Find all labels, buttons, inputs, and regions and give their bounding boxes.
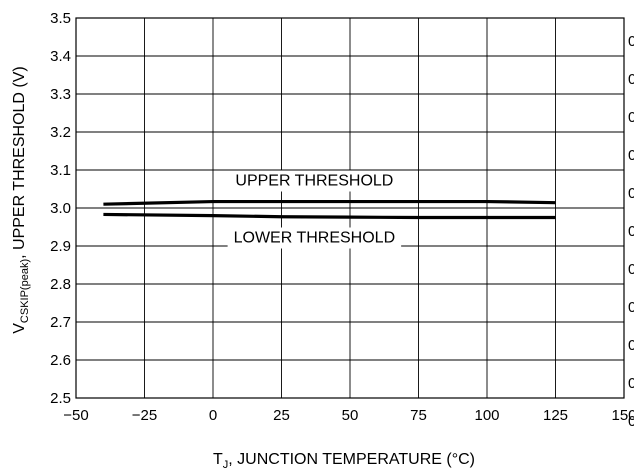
right-edge-mark: 0: [628, 223, 634, 240]
right-edge-mark: 0: [628, 71, 634, 88]
x-tick-label: −25: [132, 407, 157, 424]
right-edge-mark: 0: [628, 109, 634, 126]
x-tick-label: 75: [410, 407, 427, 424]
x-tick-label: 150: [611, 407, 634, 424]
right-edge-mark: 0: [628, 375, 634, 392]
y-tick-label: 3.5: [50, 10, 71, 27]
right-edge-mark: 0: [628, 33, 634, 50]
x-axis-title: TJ, JUNCTION TEMPERATURE (°C): [213, 451, 475, 471]
y-tick-label: 3.2: [50, 124, 71, 141]
y-tick-label: 2.9: [50, 238, 71, 255]
right-edge-marks: 0 0 0 0 0 0 0 0 0 0 0: [628, 33, 634, 430]
y-tick-label: 2.7: [50, 314, 71, 331]
y-tick-label: 2.6: [50, 352, 71, 369]
right-edge-mark: 0: [628, 261, 634, 278]
x-tick-label: 50: [342, 407, 359, 424]
right-edge-mark: 0: [628, 147, 634, 164]
y-tick-label: 3.3: [50, 86, 71, 103]
x-tick-label: 0: [209, 407, 217, 424]
y-tick-label: 3.1: [50, 162, 71, 179]
x-tick-label: 100: [474, 407, 499, 424]
right-edge-mark: 0: [628, 413, 634, 430]
y-axis-title: VCSKIP(peak), UPPER THRESHOLD (V): [11, 66, 31, 334]
x-tick-label: −50: [63, 407, 88, 424]
x-tick-label: 25: [273, 407, 290, 424]
plot-frame: [75, 17, 625, 399]
x-tick-label: 125: [543, 407, 568, 424]
annotation-background: [227, 227, 402, 249]
annotation-label: UPPER THRESHOLD: [235, 173, 393, 190]
y-tick-label: 2.5: [50, 390, 71, 407]
x-tick-labels: −50 −25 0 25 50 75 100 125 150: [63, 407, 634, 424]
y-tick-label: 3.4: [50, 48, 71, 65]
series-line-upper-threshold: [103, 199, 556, 206]
series-line-lower-threshold: [103, 212, 556, 220]
right-edge-mark: 0: [628, 299, 634, 316]
y-tick-labels: 2.5 2.6 2.7 2.8 2.9 3.0 3.1 3.2 3.3 3.4 3.5: [50, 10, 71, 407]
annotation-label: LOWER THRESHOLD: [234, 230, 396, 247]
series-group: [103, 199, 556, 220]
right-edge-mark: 0: [628, 337, 634, 354]
y-tick-label: 2.8: [50, 276, 71, 293]
annotation-background: [229, 170, 400, 192]
grid-lines: [76, 18, 624, 398]
annotations: UPPER THRESHOLD LOWER THRESHOLD: [227, 170, 402, 249]
right-edge-mark: 0: [628, 185, 634, 202]
y-tick-label: 3.0: [50, 200, 71, 217]
